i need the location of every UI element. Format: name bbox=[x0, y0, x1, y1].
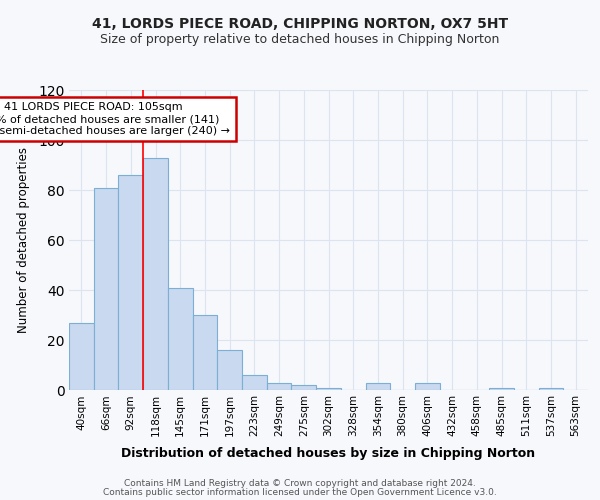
Bar bbox=[193, 315, 217, 390]
Bar bbox=[539, 388, 563, 390]
Text: 41, LORDS PIECE ROAD, CHIPPING NORTON, OX7 5HT: 41, LORDS PIECE ROAD, CHIPPING NORTON, O… bbox=[92, 18, 508, 32]
X-axis label: Distribution of detached houses by size in Chipping Norton: Distribution of detached houses by size … bbox=[121, 448, 536, 460]
Text: Contains public sector information licensed under the Open Government Licence v3: Contains public sector information licen… bbox=[103, 488, 497, 497]
Bar bbox=[168, 288, 193, 390]
Bar bbox=[242, 375, 267, 390]
Bar bbox=[267, 382, 292, 390]
Bar bbox=[118, 175, 143, 390]
Bar bbox=[365, 382, 390, 390]
Bar bbox=[316, 388, 341, 390]
Bar bbox=[489, 388, 514, 390]
Text: 41 LORDS PIECE ROAD: 105sqm
← 36% of detached houses are smaller (141)
62% of se: 41 LORDS PIECE ROAD: 105sqm ← 36% of det… bbox=[0, 102, 230, 136]
Bar bbox=[94, 188, 118, 390]
Bar bbox=[143, 158, 168, 390]
Bar bbox=[415, 382, 440, 390]
Bar bbox=[69, 322, 94, 390]
Text: Contains HM Land Registry data © Crown copyright and database right 2024.: Contains HM Land Registry data © Crown c… bbox=[124, 478, 476, 488]
Bar bbox=[217, 350, 242, 390]
Text: Size of property relative to detached houses in Chipping Norton: Size of property relative to detached ho… bbox=[100, 32, 500, 46]
Bar bbox=[292, 385, 316, 390]
Y-axis label: Number of detached properties: Number of detached properties bbox=[17, 147, 30, 333]
